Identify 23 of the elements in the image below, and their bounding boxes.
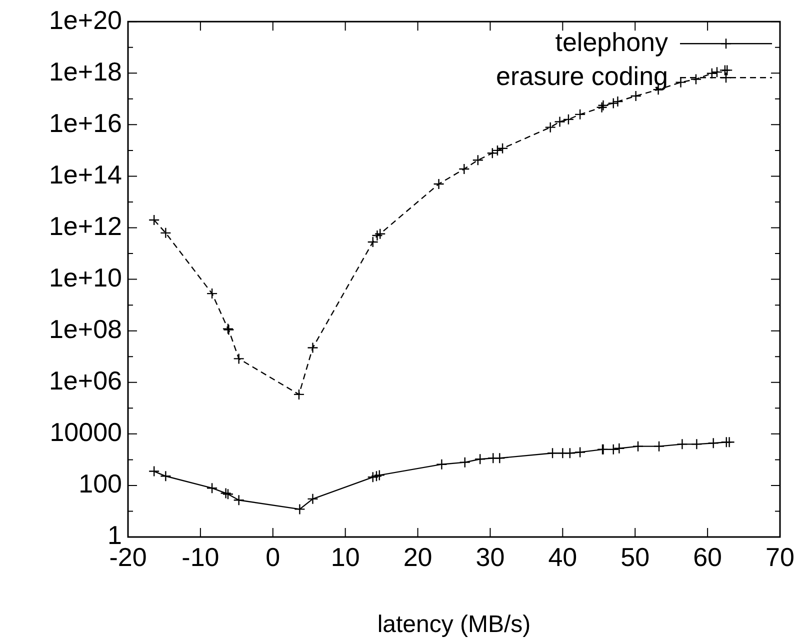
y-tick-label: 1e+20 xyxy=(48,4,122,35)
y-tick-label: 1e+14 xyxy=(48,159,122,190)
x-tick-label: 70 xyxy=(766,542,794,572)
y-tick-label: 1 xyxy=(108,520,122,550)
legend-label: telephony xyxy=(555,26,668,57)
x-tick-label: 40 xyxy=(548,542,578,572)
x-axis-title: latency (MB/s) xyxy=(377,611,531,638)
x-tick-label: 10 xyxy=(330,542,360,572)
y-tick-label: 1e+18 xyxy=(48,56,122,86)
x-tick-label: 20 xyxy=(403,542,432,572)
y-tick-label: 1e+12 xyxy=(48,210,122,241)
y-tick-label: 10000 xyxy=(50,417,122,448)
y-tick-label: 1e+08 xyxy=(48,314,122,344)
y-tick-label: 100 xyxy=(78,468,122,499)
x-tick-label: -10 xyxy=(182,542,220,572)
x-tick-label: 30 xyxy=(476,542,505,572)
y-tick-label: 1e+16 xyxy=(48,108,122,138)
x-tick-label: 50 xyxy=(620,542,650,572)
y-tick-label: 1e+10 xyxy=(48,262,122,292)
legend-label: erasure coding xyxy=(496,60,668,91)
y-tick-label: 1e+06 xyxy=(48,366,122,396)
x-tick-label: 0 xyxy=(266,542,280,572)
x-tick-label: 60 xyxy=(693,542,722,572)
